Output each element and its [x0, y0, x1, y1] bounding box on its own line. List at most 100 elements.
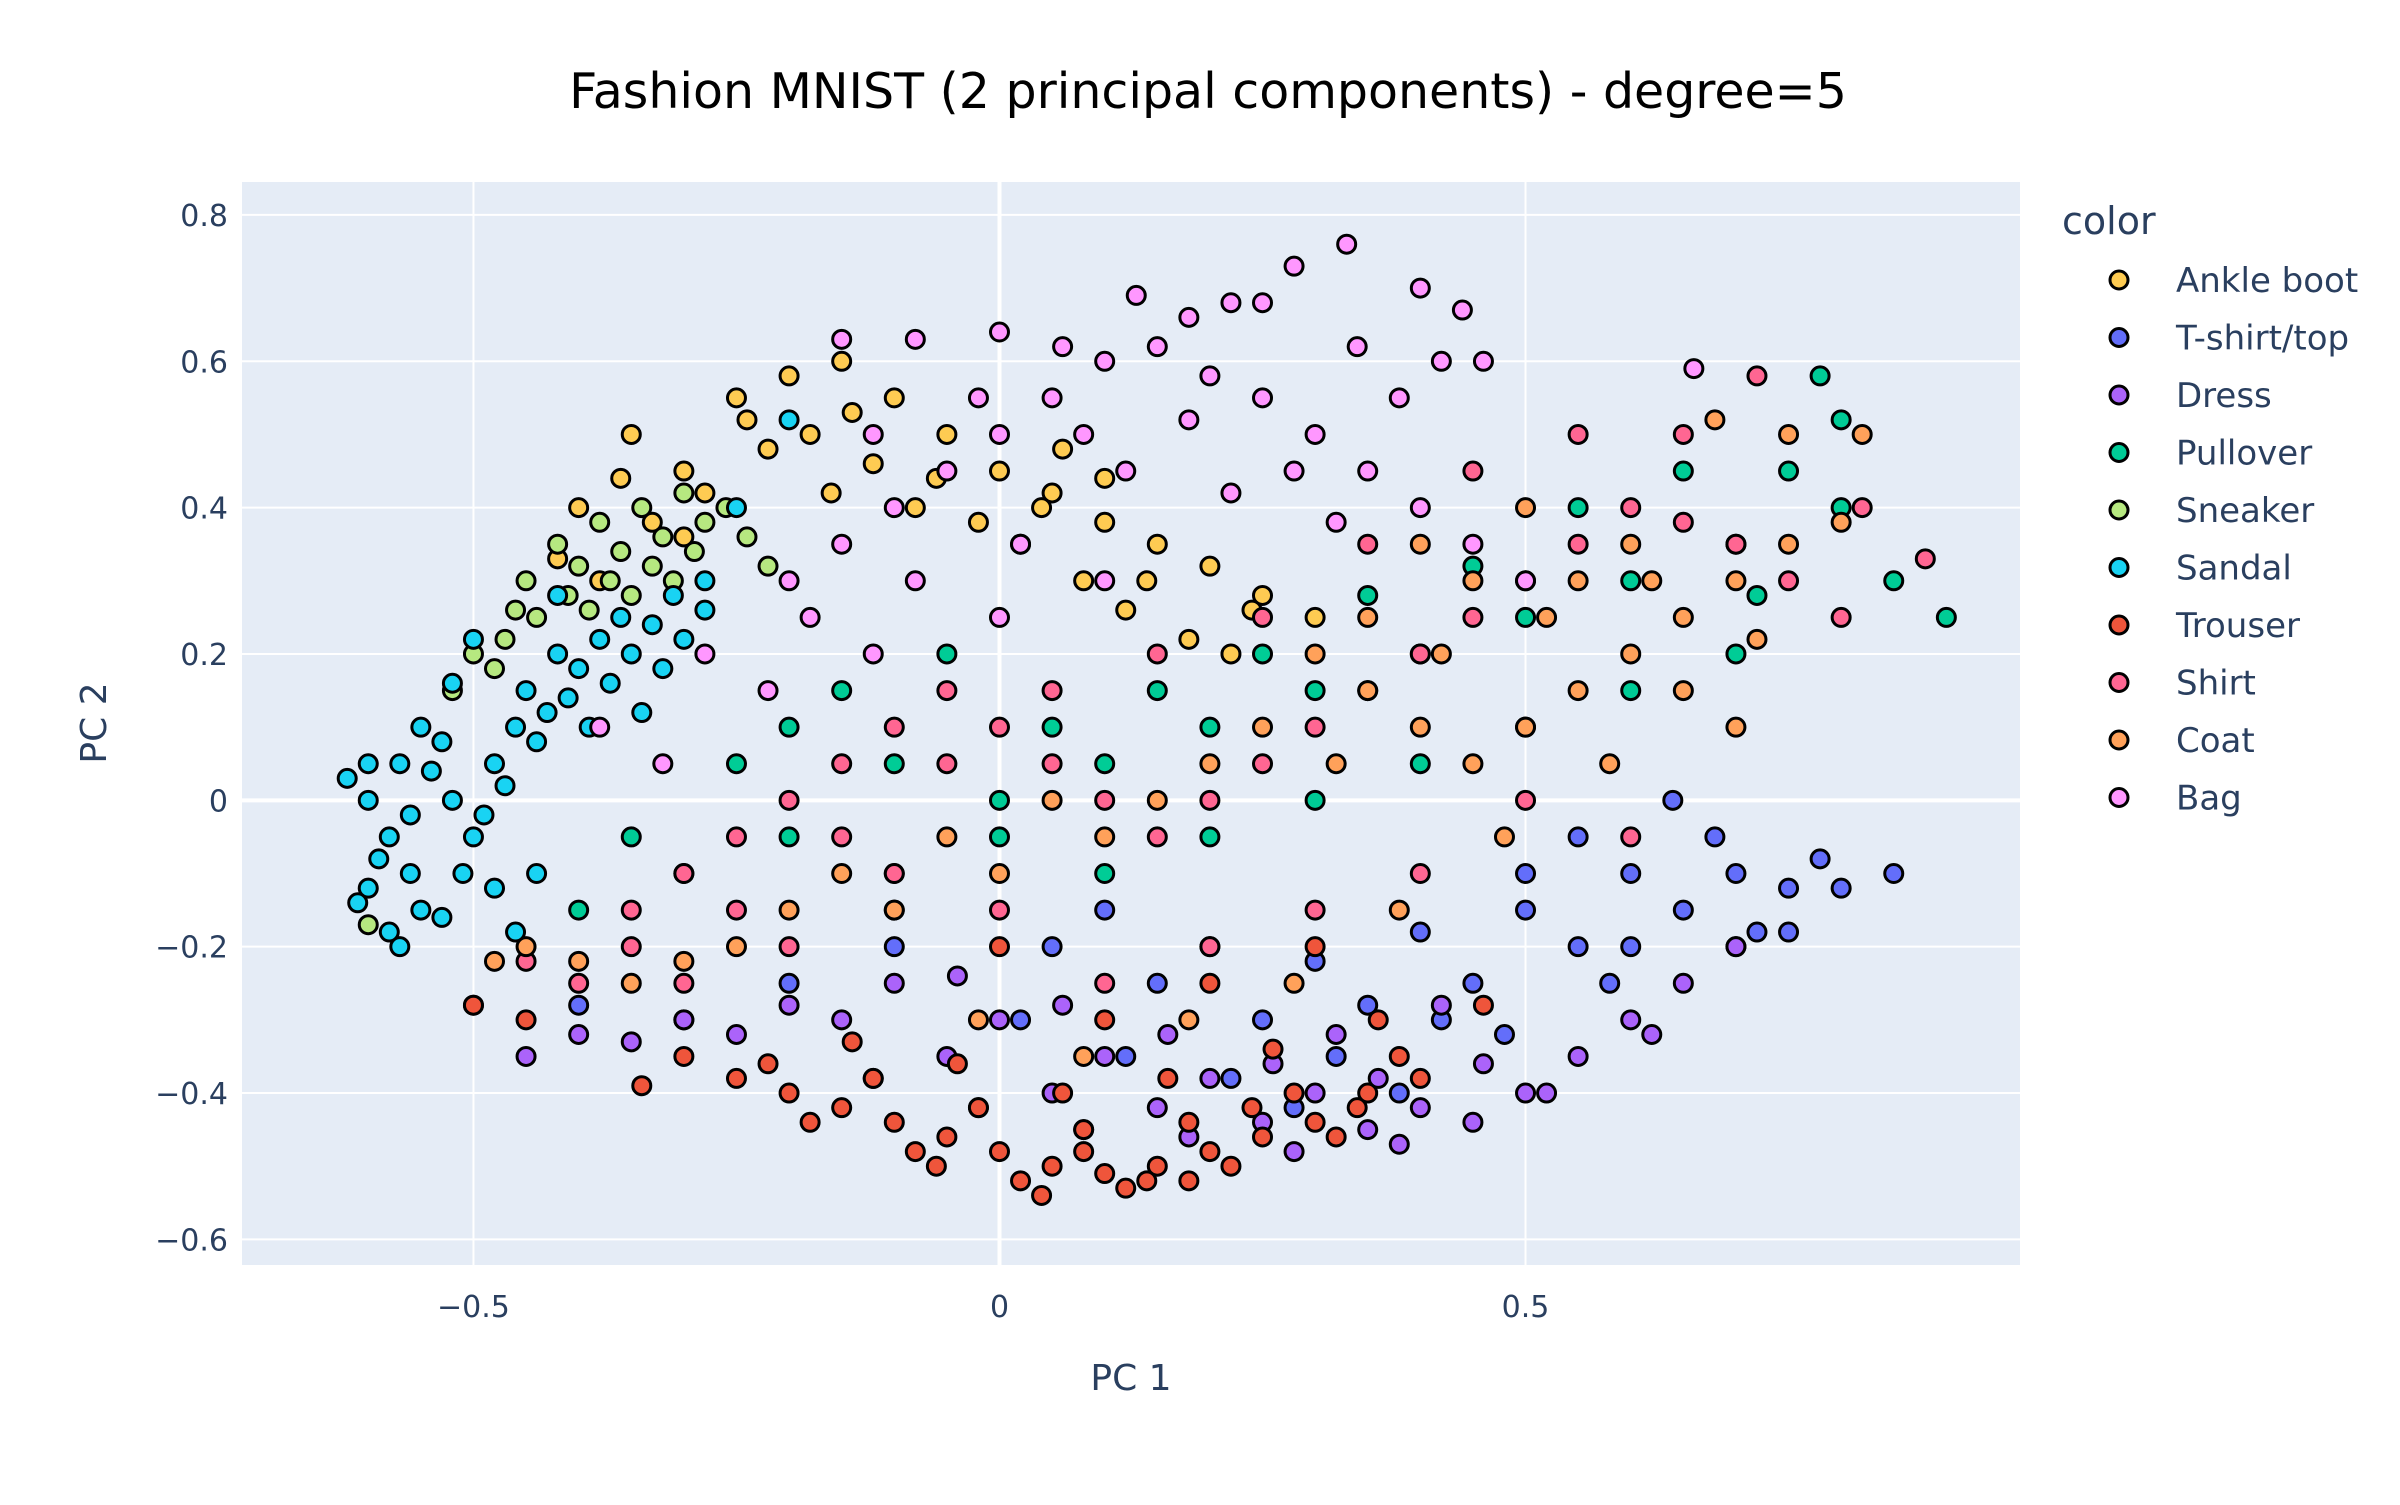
data-point: [1367, 1067, 1389, 1089]
data-point: [883, 753, 905, 775]
legend-item[interactable]: Trouser: [2108, 606, 2300, 646]
data-point: [1304, 643, 1326, 665]
legend-marker: [2108, 787, 2130, 808]
data-point: [1199, 789, 1221, 811]
data-point: [841, 1031, 863, 1053]
data-point: [988, 936, 1010, 958]
data-point: [967, 387, 989, 409]
legend-item[interactable]: Sandal: [2108, 549, 2292, 589]
data-point: [1672, 606, 1694, 628]
data-point: [620, 423, 642, 445]
data-point: [599, 672, 621, 694]
data-point: [925, 1155, 947, 1177]
data-point: [1220, 292, 1242, 314]
data-point: [347, 892, 369, 914]
data-point: [620, 1031, 642, 1053]
legend[interactable]: color Ankle boot T-shirt/top Dress Pullover…: [2062, 199, 2358, 819]
data-point: [1146, 643, 1168, 665]
legend-item[interactable]: Ankle boot: [2108, 261, 2358, 301]
data-point: [568, 950, 590, 972]
legend-item[interactable]: T-shirt/top: [2108, 319, 2349, 359]
data-point: [1567, 497, 1589, 519]
data-point: [1472, 1053, 1494, 1075]
legend-item[interactable]: Dress: [2108, 376, 2272, 416]
data-point: [1725, 936, 1747, 958]
data-point: [526, 863, 548, 885]
legend-label: Ankle boot: [2176, 261, 2358, 301]
legend-label: Bag: [2176, 779, 2242, 819]
data-point: [1599, 753, 1621, 775]
legend-item[interactable]: Pullover: [2108, 434, 2312, 474]
data-point: [1041, 716, 1063, 738]
data-point: [568, 1023, 590, 1045]
series-trouser: [462, 899, 1494, 1206]
data-point: [883, 899, 905, 921]
data-point: [988, 1141, 1010, 1163]
data-point: [431, 731, 453, 753]
data-point: [1620, 643, 1642, 665]
data-point: [1746, 921, 1768, 943]
data-point: [1409, 1067, 1431, 1089]
data-point: [1325, 1126, 1347, 1148]
data-point: [1178, 628, 1200, 650]
data-point: [673, 1009, 695, 1031]
legend-item[interactable]: Coat: [2108, 721, 2255, 761]
data-point: [483, 950, 505, 972]
data-point: [1073, 570, 1095, 592]
data-point: [1220, 643, 1242, 665]
data-point: [778, 789, 800, 811]
data-point: [1641, 570, 1663, 592]
data-point: [1146, 1155, 1168, 1177]
data-point: [1041, 753, 1063, 775]
data-point: [1094, 863, 1116, 885]
data-point: [883, 716, 905, 738]
legend-item[interactable]: Bag: [2108, 779, 2242, 819]
data-point: [1367, 1009, 1389, 1031]
data-point: [1746, 584, 1768, 606]
data-point: [1883, 570, 1905, 592]
data-point: [1409, 497, 1431, 519]
data-point: [441, 789, 463, 811]
data-point: [1883, 863, 1905, 885]
data-point: [1409, 277, 1431, 299]
data-point: [1672, 680, 1694, 702]
legend-items[interactable]: Ankle boot T-shirt/top Dress Pullover Sneake…: [2108, 261, 2358, 819]
data-point: [357, 753, 379, 775]
data-point: [1462, 753, 1484, 775]
data-point: [1252, 753, 1274, 775]
data-point: [1778, 877, 1800, 899]
data-point: [1199, 1141, 1221, 1163]
data-point: [1346, 1097, 1368, 1119]
series-bag: [589, 233, 1705, 775]
legend-item[interactable]: Sneaker: [2108, 491, 2314, 531]
x-axis-label: PC 1: [1090, 1358, 1171, 1399]
data-points: [336, 233, 1957, 1206]
legend-item[interactable]: Shirt: [2108, 664, 2256, 704]
data-point: [526, 606, 548, 628]
legend-marker: [2108, 499, 2130, 521]
data-point: [883, 497, 905, 519]
data-point: [1336, 233, 1358, 255]
data-point: [441, 672, 463, 694]
data-point: [988, 899, 1010, 921]
data-point: [1304, 680, 1326, 702]
data-point: [494, 775, 516, 797]
data-point: [831, 1097, 853, 1119]
data-point: [1283, 255, 1305, 277]
data-point: [462, 826, 484, 848]
data-point: [778, 1082, 800, 1104]
data-point: [1357, 680, 1379, 702]
data-point: [568, 658, 590, 680]
data-point: [694, 599, 716, 621]
data-point: [883, 387, 905, 409]
data-point: [1599, 972, 1621, 994]
data-point: [1073, 423, 1095, 445]
data-point: [862, 423, 884, 445]
data-point: [631, 702, 653, 724]
data-point: [778, 570, 800, 592]
data-point: [1115, 1177, 1137, 1199]
data-point: [1620, 936, 1642, 958]
data-point: [1778, 570, 1800, 592]
data-point: [1515, 716, 1537, 738]
data-point: [599, 570, 621, 592]
